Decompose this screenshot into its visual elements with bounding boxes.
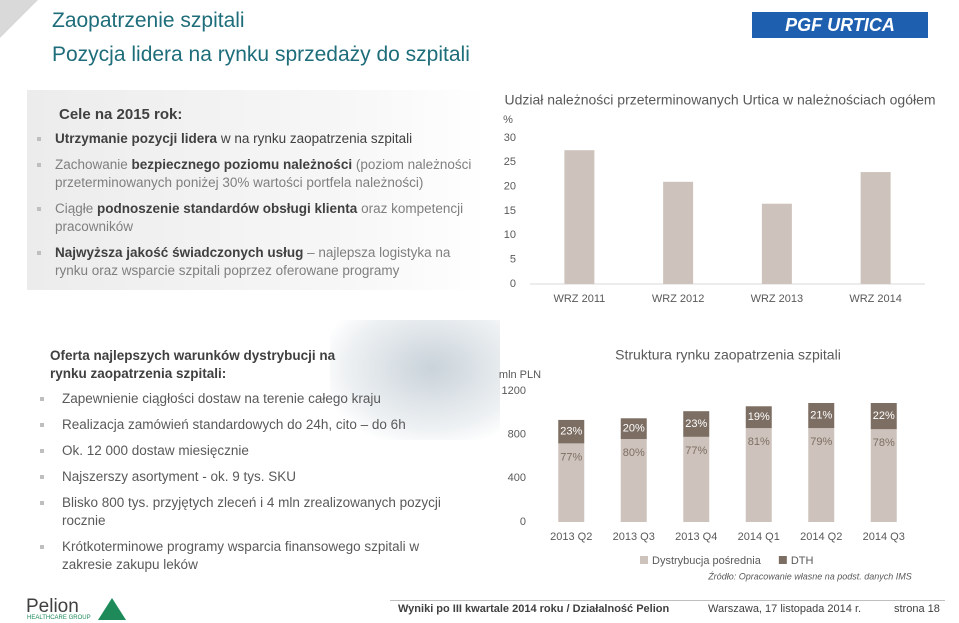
footer-rule: [390, 600, 945, 601]
x-tick-label: WRZ 2014: [849, 293, 902, 305]
bar-segment: [808, 428, 835, 522]
y-tick-label: 10: [504, 229, 516, 241]
bar-segment: [620, 439, 647, 522]
share-label: 19%: [748, 411, 770, 423]
share-label: 23%: [685, 418, 707, 430]
goal-item: Ciągłe podnoszenie standardów obsługi kl…: [33, 200, 473, 236]
bar-segment: [558, 419, 585, 444]
y-tick-label: 25: [504, 156, 516, 168]
offer-item: Blisko 800 tys. przyjętych zleceń i 4 ml…: [36, 494, 446, 530]
y-tick-label: 5: [510, 254, 516, 266]
corner: [0, 0, 38, 38]
bar-segment: [620, 418, 647, 440]
y-tick-label: 30: [504, 132, 516, 144]
x-tick-label: WRZ 2013: [751, 293, 804, 305]
logo-mark: [98, 598, 126, 620]
chart-title: Udział należności przeterminowanych Urti…: [504, 92, 935, 108]
y-tick-label: 0: [520, 516, 526, 528]
subtitle: Pozycja lidera na rynku sprzedaży do szp…: [52, 43, 470, 66]
offer-title: Oferta najlepszych warunków dystrybucji …: [50, 348, 336, 381]
bar-segment: [745, 428, 772, 522]
share-label: 77%: [685, 445, 707, 457]
share-label: 80%: [623, 447, 645, 459]
y-axis-label: mln PLN: [499, 369, 541, 381]
goal-text: (poziom należności przeterminowanych pon…: [55, 157, 472, 190]
bar-segment: [745, 406, 772, 429]
goal-text: podnoszenie standardów obsługi klienta: [97, 201, 358, 216]
bar: [860, 172, 891, 284]
bar-segment: [870, 429, 897, 522]
y-tick-label: 1200: [502, 385, 526, 397]
y-tick-label: 400: [508, 472, 526, 484]
footer-logo-sub: HEALTHCARE GROUP: [27, 615, 91, 621]
share-label: 22%: [873, 410, 895, 422]
legend-swatch: [778, 556, 787, 564]
offer-item: Krótkoterminowe programy wsparcia finans…: [36, 538, 446, 574]
y-tick-label: 15: [504, 205, 516, 217]
goal-text: Zachowanie: [55, 157, 132, 172]
goal-text: oraz kompetencji pracowników: [55, 201, 464, 234]
share-label: 78%: [873, 437, 895, 449]
goal-text: bezpiecznego poziomu należności: [131, 157, 353, 172]
goal-text: Ciągłe: [55, 201, 98, 216]
offer-item: Zapewnienie ciągłości dostaw na terenie …: [36, 390, 446, 408]
share-label: 21%: [810, 409, 832, 421]
goal-text: w na rynku zaopatrzenia szpitali: [217, 131, 413, 146]
footer-report: Wyniki po III kwartale 2014 roku / Dział…: [398, 603, 670, 615]
goal-text: Utrzymanie pozycji lidera: [55, 131, 218, 146]
bar: [564, 150, 595, 284]
goals-list: Utrzymanie pozycji lidera w na rynku zao…: [33, 130, 473, 288]
x-tick-label: 2013 Q3: [613, 531, 655, 543]
goal-item: Najwyższa jakość świadczonych usług – na…: [33, 244, 473, 280]
x-tick-label: 2014 Q3: [863, 531, 905, 543]
photo: [330, 320, 500, 440]
offer-item: Najszerszy asortyment - ok. 9 tys. SKU: [36, 468, 446, 486]
footer-date: Warszawa, 17 listopada 2014 r.: [708, 603, 862, 615]
goals-title: Cele na 2015 rok:: [59, 106, 183, 123]
share-label: 20%: [623, 423, 645, 435]
x-tick-label: 2014 Q1: [738, 531, 780, 543]
bar-segment: [870, 403, 897, 430]
x-tick-label: WRZ 2011: [553, 293, 605, 305]
bar-segment: [683, 411, 710, 437]
share-label: 23%: [560, 426, 582, 438]
goals-box: Cele na 2015 rok: Utrzymanie pozycji lid…: [27, 90, 488, 290]
legend-label: Dystrybucja pośrednia: [652, 555, 762, 567]
bar: [761, 203, 792, 284]
share-label: 77%: [560, 451, 582, 463]
y-tick-label: 800: [508, 429, 526, 441]
footer-page: strona 18: [894, 603, 940, 615]
title: Zaopatrzenie szpitali: [52, 9, 245, 32]
goal-item: Zachowanie bezpiecznego poziomu należnoś…: [33, 156, 473, 192]
goal-text: – najlepsza logistyka na rynku oraz wspa…: [55, 245, 451, 278]
share-label: 79%: [810, 436, 832, 448]
footer-logo: Pelion: [26, 596, 79, 617]
offer-list: Zapewnienie ciągłości dostaw na terenie …: [36, 390, 446, 582]
y-tick-label: 20: [504, 181, 516, 193]
y-tick-label: 0: [510, 278, 516, 290]
bar: [663, 181, 694, 284]
goal-item: Utrzymanie pozycji lidera w na rynku zao…: [33, 130, 473, 148]
x-tick-label: 2013 Q4: [675, 531, 717, 543]
offer-item: Realizacja zamówień standardowych do 24h…: [36, 416, 446, 434]
share-label: 81%: [748, 436, 770, 448]
legend-label: DTH: [791, 555, 814, 567]
x-tick-label: 2013 Q2: [550, 531, 592, 543]
bar-segment: [683, 436, 710, 522]
offer-item: Ok. 12 000 dostaw miesięcznie: [36, 442, 446, 460]
bar-segment: [558, 443, 585, 522]
x-tick-label: WRZ 2012: [652, 293, 705, 305]
bar-segment: [808, 403, 835, 429]
goal-text: Najwyższa jakość świadczonych usług: [55, 245, 304, 260]
x-tick-label: 2014 Q2: [800, 531, 842, 543]
legend-swatch: [640, 556, 648, 564]
logo: PGF URTICA: [752, 12, 928, 38]
source: Źródło: Opracowanie własne na podst. dan…: [707, 571, 912, 581]
chart-title: Struktura rynku zaopatrzenia szpitali: [615, 347, 841, 363]
y-axis-label: %: [503, 114, 513, 126]
